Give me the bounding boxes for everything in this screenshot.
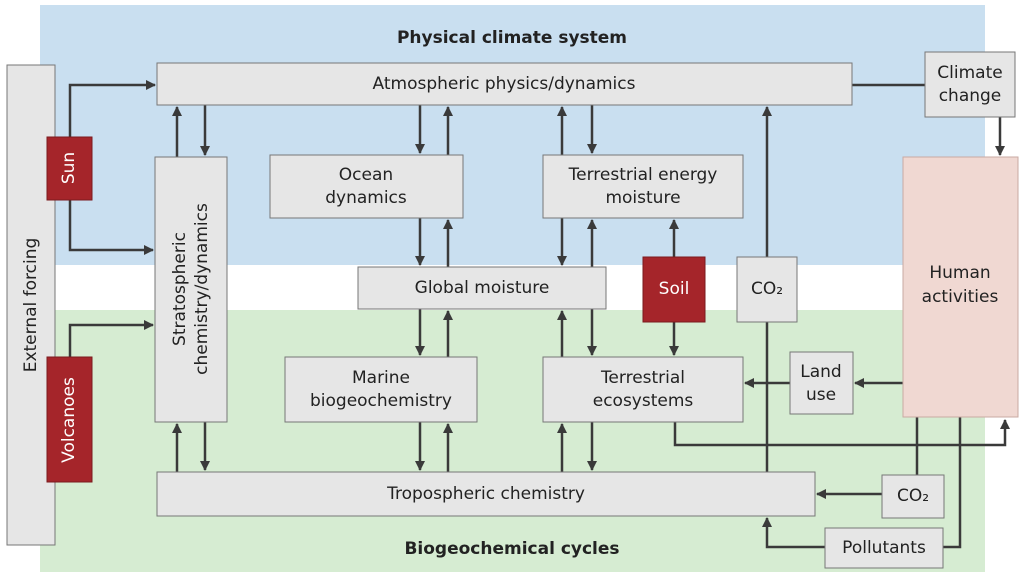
node-label: change	[939, 86, 1002, 106]
region-label: Biogeochemical cycles	[404, 539, 619, 559]
node-box	[824, 527, 944, 569]
node-label: CO₂	[897, 486, 929, 506]
node-label: dynamics	[325, 188, 407, 208]
node-label: Marine	[352, 368, 410, 388]
node-box	[902, 156, 1019, 418]
node-box	[284, 356, 478, 423]
node-label: Stratospheric	[170, 232, 190, 346]
node-label: Climate	[937, 63, 1002, 83]
node-box	[789, 351, 854, 415]
node-box	[642, 256, 706, 323]
node-box	[924, 51, 1016, 118]
node-label: Global moisture	[415, 278, 550, 298]
node-label: activities	[922, 287, 999, 307]
node-label: Tropospheric chemistry	[386, 484, 585, 504]
node-label: Ocean	[339, 165, 393, 185]
node-box	[154, 156, 228, 423]
node-label: biogeochemistry	[310, 391, 452, 411]
node-label: chemistry/dynamics	[192, 203, 212, 375]
arrows	[68, 80, 1010, 549]
node-label: use	[806, 385, 836, 405]
node-label: moisture	[605, 188, 680, 208]
node-box	[881, 474, 945, 519]
node-box	[46, 136, 93, 201]
node-label: CO₂	[751, 279, 783, 299]
node-label: External forcing	[21, 238, 41, 373]
node-label: Sun	[59, 152, 79, 184]
node-label: Atmospheric physics/dynamics	[373, 74, 636, 94]
node-label: Terrestrial energy	[568, 165, 718, 185]
node-box	[542, 154, 744, 219]
region-label: Physical climate system	[397, 28, 627, 48]
node-box	[736, 256, 798, 323]
node-box	[156, 62, 853, 106]
node-label: Soil	[659, 279, 690, 299]
node-box	[542, 356, 744, 423]
node-label: ecosystems	[593, 391, 694, 411]
node-box	[269, 154, 464, 219]
node-label: Volcanoes	[59, 377, 79, 463]
node-label: Land	[800, 362, 841, 382]
node-label: Human	[929, 263, 990, 283]
node-box	[46, 356, 93, 483]
node-label: Terrestrial	[600, 368, 685, 388]
node-label: Pollutants	[842, 538, 926, 558]
node-box	[357, 266, 607, 310]
node-box	[156, 471, 816, 517]
